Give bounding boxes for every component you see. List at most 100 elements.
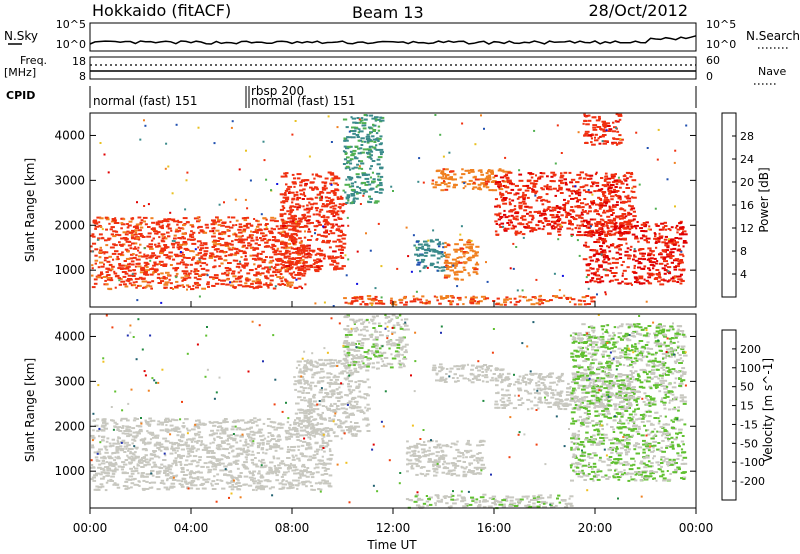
power-cell <box>474 178 480 181</box>
power-cell <box>120 237 125 240</box>
velocity-cell <box>129 467 133 470</box>
power-cell <box>303 225 309 228</box>
power-cell <box>667 272 672 275</box>
power-scatter-cell <box>234 198 237 201</box>
velocity-cell <box>241 463 246 466</box>
power-cell <box>155 221 160 224</box>
power-cell <box>560 182 564 185</box>
power-cell <box>614 173 617 176</box>
velocity-cell <box>108 457 114 460</box>
velocity-cell <box>291 484 295 487</box>
power-scatter-cell <box>212 230 215 232</box>
power-cell <box>615 251 620 254</box>
power-cell <box>564 183 568 186</box>
power-cell <box>663 279 667 282</box>
power-cell <box>104 216 108 219</box>
power-cell <box>350 130 353 132</box>
velocity-cell <box>182 422 185 424</box>
power-cell <box>318 260 323 263</box>
velocity-cell <box>130 486 133 489</box>
power-scatter-cell <box>249 179 252 182</box>
velocity-cell <box>195 419 198 422</box>
velocity-cell <box>298 472 301 475</box>
power-scatter-cell <box>346 216 349 219</box>
power-cell <box>615 231 620 234</box>
power-cell <box>339 267 344 270</box>
power-cell <box>544 199 549 202</box>
velocity-cell <box>126 419 130 422</box>
power-scatter-cell <box>680 250 683 253</box>
power-cell <box>466 251 470 254</box>
power-cell <box>323 216 326 219</box>
power-cell <box>618 118 622 121</box>
power-cell <box>580 202 585 205</box>
power-cell <box>354 145 359 148</box>
power-cell <box>242 244 246 247</box>
power-cell <box>204 246 209 249</box>
power-cell <box>412 295 415 298</box>
power-scatter-cell <box>407 255 410 258</box>
power-cell <box>162 275 166 278</box>
power-cell <box>509 210 514 213</box>
velocity-cell <box>221 430 226 433</box>
power-cell <box>344 150 347 153</box>
power-cell <box>653 278 658 280</box>
power-cell <box>603 179 607 182</box>
power-cell <box>613 272 618 274</box>
velocity-cell <box>256 442 262 445</box>
velocity-cell <box>143 464 148 467</box>
power-cell <box>634 259 639 262</box>
power-cell <box>612 137 616 140</box>
velocity-cell <box>94 424 99 427</box>
power-cell <box>582 122 585 125</box>
power-cell <box>560 181 563 184</box>
power-cell <box>118 283 122 286</box>
velocity-cell <box>204 448 207 451</box>
velocity-cell <box>152 451 156 454</box>
cpid-panel: CPID normal (fast) 151 rbsp 200 normal (… <box>6 84 697 108</box>
power-cell <box>606 233 612 235</box>
power-cell <box>293 286 299 289</box>
power-cell <box>309 203 315 206</box>
power-cell <box>135 286 138 289</box>
power-cell <box>341 237 346 240</box>
velocity-cell <box>101 435 106 438</box>
power-cell <box>257 282 262 285</box>
power-cell <box>297 246 301 249</box>
power-cell <box>514 184 519 187</box>
velocity-cell <box>104 472 109 475</box>
velocity-cell <box>337 408 341 411</box>
velocity-cell <box>326 462 332 465</box>
power-cell <box>443 255 447 257</box>
power-cell <box>181 279 184 282</box>
velocity-cell <box>270 439 272 442</box>
velocity-cell <box>222 448 226 450</box>
power-cell <box>297 269 303 272</box>
noise-sky-trace <box>89 35 697 45</box>
velocity-cell <box>264 452 268 455</box>
power-cell <box>129 278 133 281</box>
velocity-cell <box>245 458 248 461</box>
velocity-cell <box>222 421 226 424</box>
velocity-cell <box>291 454 294 457</box>
power-cell <box>347 176 353 179</box>
power-cell <box>196 216 199 219</box>
power-cell <box>205 226 210 229</box>
velocity-cell <box>209 450 215 452</box>
power-cell <box>130 284 134 287</box>
power-cell <box>91 274 94 277</box>
power-cell <box>608 128 613 131</box>
power-cell <box>143 270 148 273</box>
power-cell <box>389 302 395 305</box>
power-cell <box>602 225 605 228</box>
power-scatter-cell <box>194 248 197 251</box>
power-cell <box>518 206 523 209</box>
power-cell <box>597 115 601 118</box>
power-cell <box>656 237 661 240</box>
power-cell <box>525 223 529 225</box>
power-cell <box>594 203 600 206</box>
power-cell <box>541 198 545 201</box>
power-cell <box>288 284 294 287</box>
power-cell <box>216 240 220 242</box>
velocity-cell <box>128 430 133 433</box>
